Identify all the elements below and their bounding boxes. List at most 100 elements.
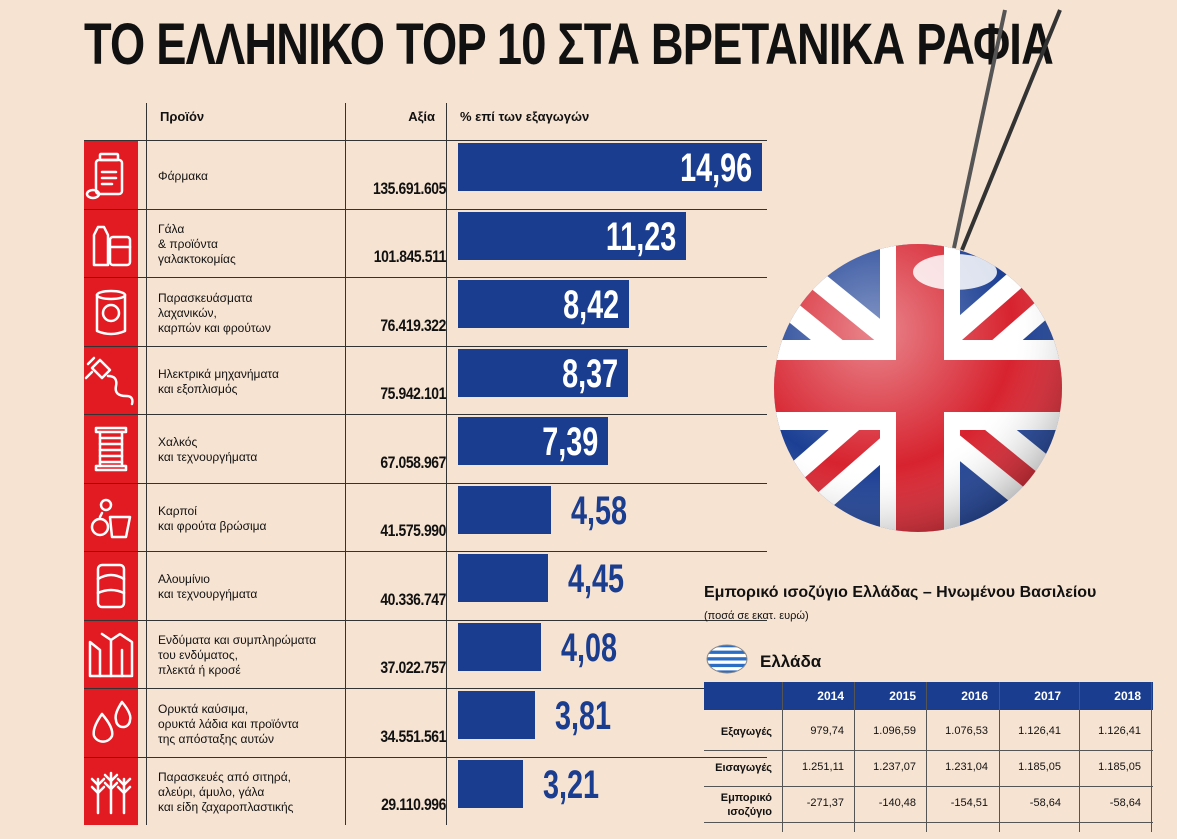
- bar-label: 4,58: [571, 488, 628, 533]
- country-label: Ελλάδα: [760, 652, 822, 671]
- trade-cell: 1.185,05: [1018, 761, 1061, 773]
- product-value: 40.336.747: [380, 589, 446, 609]
- column-divider: [999, 682, 1000, 832]
- product-value: 75.942.101: [380, 384, 446, 403]
- column-header-percent: % επί των εξαγωγών: [460, 109, 590, 124]
- year-header: 2014: [817, 689, 844, 703]
- bar: [458, 622, 541, 671]
- product-value: 76.419.322: [380, 315, 446, 335]
- row-divider: [84, 482, 767, 484]
- trade-cell: 1.076,53: [945, 725, 988, 737]
- trade-cell: 1.126,41: [1098, 725, 1141, 737]
- pill-bottle-icon: [85, 152, 124, 200]
- bar: [458, 280, 630, 328]
- row-divider: [84, 277, 767, 278]
- column-divider: [854, 682, 855, 832]
- trade-row-label: Εξαγωγές: [720, 726, 772, 738]
- trade-title: Εμπορικό ισοζύγιο Ελλάδας – Ηνωμένου Βασ…: [704, 584, 1097, 601]
- product-label: Παρασκευές από σιτηρά, αλεύρι, άμυλο, γάλ…: [158, 770, 294, 815]
- trade-cell: -58,64: [1029, 797, 1061, 809]
- trade-cell: 1.251,11: [801, 761, 844, 773]
- column-divider: [1151, 682, 1152, 832]
- row-divider: [704, 750, 1153, 751]
- bar-label: 7,39: [542, 420, 599, 464]
- divider: [345, 103, 346, 825]
- trade-cell: 1.237,07: [873, 761, 916, 773]
- product-label: Ηλεκτρικά μηχανήματα και εξοπλισμός: [158, 366, 279, 396]
- trade-table-header: [704, 682, 1153, 710]
- bar: [458, 759, 524, 808]
- row-divider: [84, 140, 767, 141]
- plug-icon: [84, 356, 134, 405]
- column-header-value: Αξία: [408, 109, 435, 124]
- oil-drops-icon: [92, 700, 132, 743]
- bar-label: 4,08: [560, 625, 618, 670]
- column-divider: [1079, 682, 1080, 832]
- copper-coil-icon: [94, 426, 128, 472]
- bar: [458, 143, 763, 191]
- page-title: ΤΟ ΕΛΛΗΝΙΚΟ TOP 10 ΣΤΑ ΒΡΕΤΑΝΙΚΑ ΡΑΦΙΑ: [84, 12, 1054, 77]
- bar: [458, 554, 549, 602]
- fruit-basket-icon: [90, 498, 132, 538]
- product-value: 67.058.967: [380, 452, 446, 472]
- product-value: 29.110.996: [381, 795, 446, 814]
- can-icon: [96, 563, 126, 609]
- product-value: 41.575.990: [380, 521, 446, 540]
- row-divider: [84, 756, 767, 758]
- bar: [458, 211, 687, 260]
- trade-cell: 1.096,59: [873, 725, 916, 737]
- bar: [458, 417, 609, 465]
- greek-flag-icon: [706, 644, 748, 674]
- product-value: 37.022.757: [380, 658, 446, 677]
- bar-label: 3,21: [543, 762, 600, 807]
- row-divider: [84, 619, 767, 621]
- canned-food-icon: [95, 289, 127, 336]
- trade-cell: 1.126,41: [1018, 725, 1061, 737]
- year-header: 2017: [1034, 689, 1061, 703]
- row-divider: [84, 688, 767, 689]
- product-value: 34.551.561: [380, 726, 446, 746]
- product-label: Ενδύματα και συμπληρώματα του ενδύματος, π…: [158, 633, 317, 678]
- bar: [458, 485, 552, 534]
- bar: [458, 348, 629, 397]
- product-label: Παρασκευάσματα λαχανικών, καρπών και φρούτ…: [158, 290, 271, 335]
- bar-label: 3,81: [555, 694, 612, 738]
- row-divider: [84, 208, 767, 210]
- product-label: Καρποί και φρούτα βρώσιμα: [158, 503, 267, 533]
- product-label: Φάρμακα: [158, 168, 208, 183]
- row-divider: [704, 822, 1153, 823]
- trade-cell: 1.231,04: [945, 761, 988, 773]
- bar-label: 8,42: [563, 283, 620, 327]
- product-label: Χαλκός και τεχνουργήματα: [158, 435, 258, 465]
- jacket-icon: [88, 632, 134, 677]
- year-header: 2018: [1114, 689, 1141, 703]
- trade-unit: (ποσά σε εκατ. ευρώ): [704, 610, 809, 622]
- divider: [446, 103, 447, 825]
- bar-label: 4,45: [568, 557, 625, 601]
- product-label: Αλουμίνιο και τεχνουργήματα: [158, 572, 258, 602]
- bar-label: 8,37: [562, 351, 619, 396]
- row-divider: [84, 414, 767, 415]
- wheat-icon: [90, 771, 132, 814]
- year-header: 2015: [889, 689, 916, 703]
- row-divider: [704, 786, 1153, 787]
- trade-cell: -154,51: [950, 797, 988, 809]
- row-divider: [84, 345, 767, 347]
- row-divider: [84, 551, 767, 552]
- product-value: 135.691.605: [372, 178, 446, 198]
- trade-cell: 1.185,05: [1098, 761, 1141, 773]
- trade-cell: 979,74: [810, 725, 844, 737]
- trade-cell: -140,48: [878, 797, 916, 809]
- column-header-product: Προϊόν: [160, 109, 205, 124]
- column-divider: [782, 682, 783, 832]
- trade-cell: -58,64: [1109, 797, 1141, 809]
- uk-flag-ball-icon: [774, 9, 1062, 532]
- trade-cell: -271,37: [806, 797, 844, 809]
- column-divider: [926, 682, 927, 832]
- product-value: 101.845.511: [373, 247, 447, 266]
- bar-label: 14,96: [680, 146, 753, 190]
- bar: [458, 691, 536, 739]
- bar-label: 11,23: [605, 214, 677, 259]
- product-label: Ορυκτά καύσιμα, ορυκτά λάδια και προϊόντα…: [158, 701, 299, 746]
- trade-row-label: Εμπορικό ισοζύγιο: [720, 792, 772, 818]
